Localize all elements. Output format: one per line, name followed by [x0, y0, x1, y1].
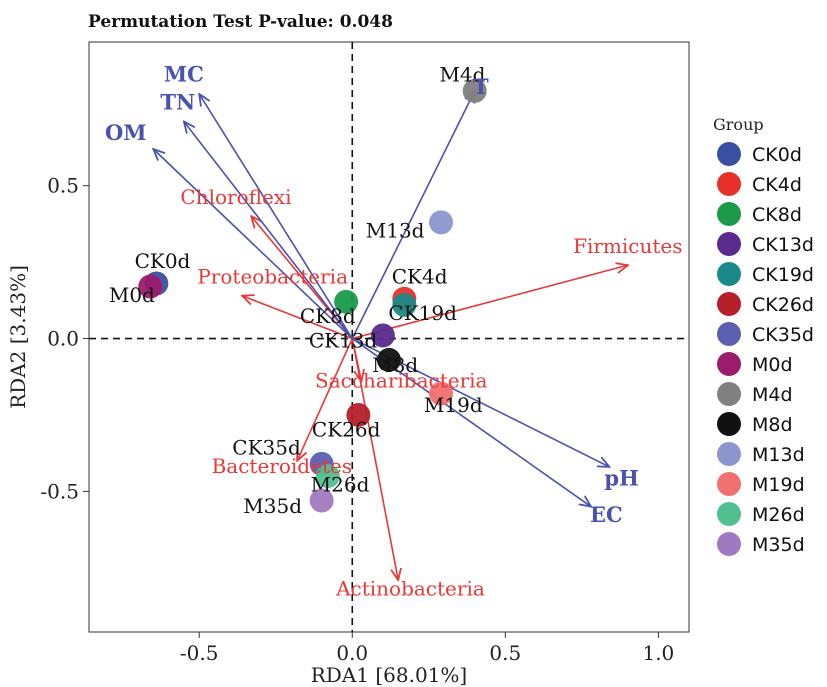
sample-label: M13d [366, 219, 425, 243]
y-axis: -0.5 0.0 0.5 [40, 174, 89, 503]
species-label: Proteobacteria [197, 265, 348, 289]
legend-swatch [717, 142, 741, 166]
chart-title: Permutation Test P-value: 0.048 [88, 12, 393, 32]
species-label: Bacteroidetes [212, 454, 352, 478]
legend-swatch [717, 292, 741, 316]
legend-label: M26d [752, 504, 805, 526]
sample-label: M19d [424, 393, 483, 417]
sample-label: CK35d [232, 436, 301, 460]
sample-point [377, 347, 401, 372]
species-labels: Chloroflexi Proteobacteria Firmicutes Sacch… [180, 185, 682, 600]
legend-swatch [717, 322, 741, 346]
legend-swatch [717, 172, 741, 196]
env-arrow [199, 94, 353, 339]
species-arrows [242, 216, 628, 580]
sample-label: M4d [439, 63, 485, 87]
sample-label: M0d [109, 283, 155, 307]
sample-point [392, 292, 417, 317]
legend-swatch [717, 502, 741, 526]
sample-label: CK19d [388, 301, 457, 325]
legend-swatch [717, 412, 741, 436]
legend-swatch [717, 472, 741, 496]
sample-point [462, 78, 487, 103]
species-label: Actinobacteria [335, 576, 485, 600]
legend-swatch [717, 202, 741, 226]
sample-label: CK8d [300, 304, 356, 328]
sample-point [315, 464, 340, 489]
legend-label: CK8d [752, 204, 802, 226]
legend-label: CK4d [752, 174, 802, 196]
legend-swatch [717, 382, 741, 406]
x-tick-label: -0.5 [180, 641, 219, 665]
legend-swatch [717, 262, 741, 286]
sample-point [429, 381, 454, 406]
legend-swatch [717, 532, 741, 556]
env-arrow [153, 149, 353, 340]
sample-label: CK4d [392, 265, 448, 289]
legend: Group CK0d CK4d CK8d CK13d CK19d CK26d CK35d M0… [713, 115, 814, 556]
legend-label: CK0d [752, 144, 802, 166]
sample-label: CK0d [135, 249, 191, 273]
legend-swatch [717, 232, 741, 256]
legend-label: M19d [752, 474, 805, 496]
x-tick-label: 1.0 [642, 641, 674, 665]
species-arrow [251, 216, 353, 340]
species-label: Firmicutes [573, 234, 682, 258]
legend-label: CK13d [752, 234, 814, 256]
env-arrow [184, 121, 353, 340]
y-tick-label: 0.5 [47, 174, 79, 198]
legend-label: CK35d [752, 324, 814, 346]
legend-label: M0d [752, 354, 793, 376]
species-label: Saccharibacteria [315, 368, 488, 392]
sample-points [138, 78, 487, 513]
env-label: TN [160, 89, 195, 114]
legend-swatch [717, 352, 741, 376]
x-tick-label: 0.5 [489, 641, 521, 665]
legend-label: M8d [752, 414, 793, 436]
sample-point [138, 274, 163, 299]
legend-label: CK19d [752, 264, 814, 286]
legend-label: M13d [752, 444, 805, 466]
legend-title: Group [713, 115, 764, 134]
sample-point [346, 402, 371, 427]
sample-point [309, 488, 334, 513]
env-arrow [351, 91, 474, 339]
env-label: pH [604, 465, 639, 490]
env-label: EC [590, 502, 623, 527]
sample-label: CK13d [309, 329, 378, 353]
legend-label: CK26d [752, 294, 814, 316]
sample-label: CK26d [312, 417, 381, 441]
sample-label: M26d [311, 472, 370, 496]
legend-swatch [717, 442, 741, 466]
species-arrow [352, 265, 628, 340]
species-arrow [242, 296, 353, 340]
sample-point [370, 323, 395, 348]
legend-label: M4d [752, 384, 793, 406]
env-label: MC [164, 62, 204, 87]
env-label: OM [105, 120, 147, 145]
x-axis: -0.5 0.0 0.5 1.0 [180, 632, 674, 665]
sample-label: M35d [243, 494, 302, 518]
env-label: T [473, 74, 489, 99]
y-tick-label: 0.0 [47, 327, 79, 351]
sample-label: M8d [372, 353, 418, 377]
species-arrow [351, 338, 398, 581]
sample-point [429, 210, 454, 235]
legend-label: M35d [752, 534, 805, 556]
y-axis-label: RDA2 [3.43%] [6, 265, 30, 409]
y-tick-label: -0.5 [40, 479, 79, 503]
x-axis-label: RDA1 [68.01%] [311, 663, 467, 687]
species-label: Chloroflexi [180, 185, 291, 209]
species-arrow [297, 338, 353, 461]
sample-point [334, 289, 359, 314]
x-tick-label: 0.0 [336, 641, 368, 665]
